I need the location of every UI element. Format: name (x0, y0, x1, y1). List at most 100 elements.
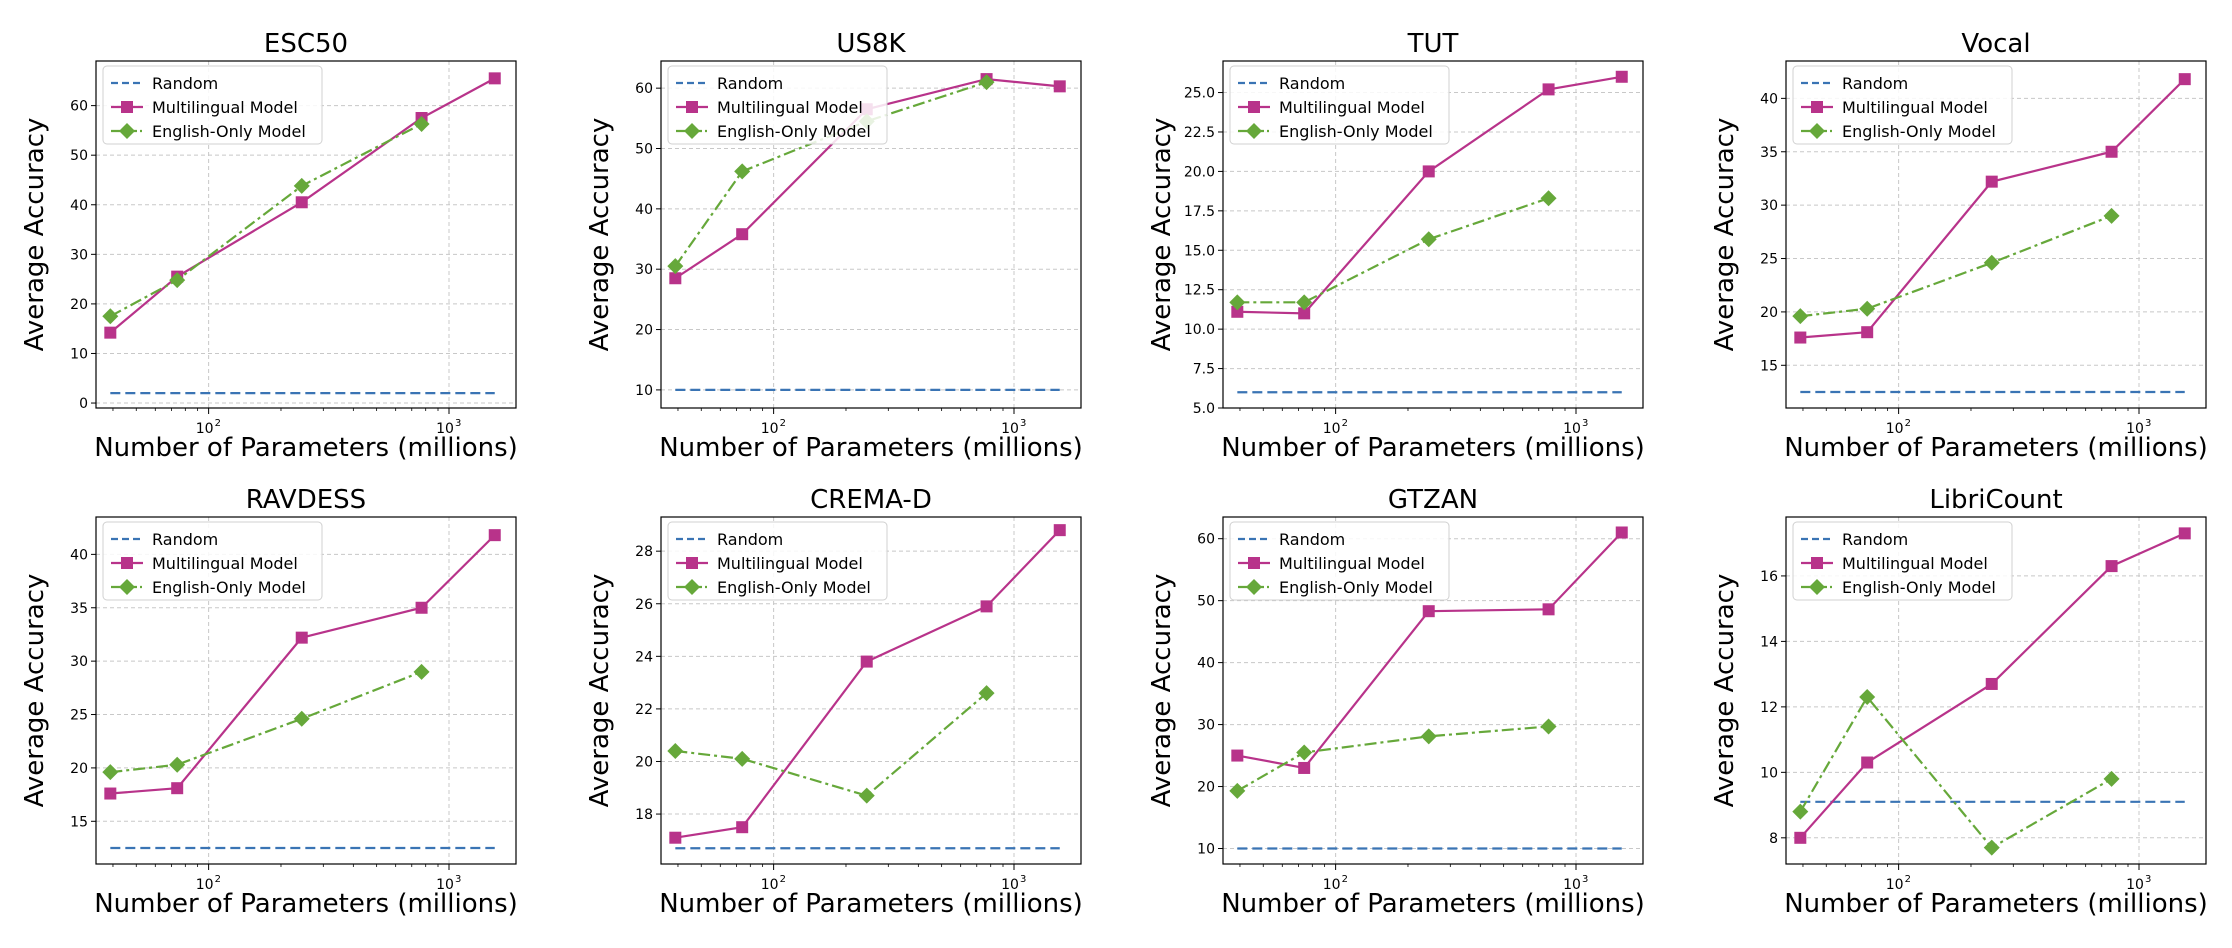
y-tick-label: 40 (70, 198, 88, 214)
legend-entry-label: Multilingual Model (152, 554, 298, 573)
x-tick-label: 10 (196, 877, 214, 893)
y-tick-label: 15.0 (1184, 243, 1215, 259)
y-tick-label: 20 (1197, 780, 1215, 796)
y-tick-label: 5.0 (1193, 401, 1215, 417)
y-tick-label: 16 (1760, 569, 1778, 585)
y-tick-label: 50 (635, 142, 653, 158)
y-tick-label: 20 (70, 297, 88, 313)
data-point-square (1231, 305, 1244, 318)
legend-entry-label: English-Only Model (152, 122, 306, 141)
data-point-diamond (1859, 689, 1876, 706)
y-tick-label: 10 (70, 346, 88, 362)
y-tick-label: 35 (70, 601, 88, 617)
data-point-diamond (293, 710, 310, 727)
legend-entry-label: English-Only Model (717, 122, 871, 141)
data-point-square (736, 821, 749, 834)
data-point-diamond (1540, 718, 1557, 735)
data-point-square (1861, 756, 1874, 769)
series-multilingual-model (1231, 70, 1628, 320)
legend: Random Multilingual Model English-Only Mod… (667, 65, 888, 145)
x-axis-label: Number of Parameters (millions) (1784, 889, 2208, 919)
series-line (1799, 695, 2113, 850)
y-tick-label: 20 (1760, 305, 1778, 321)
data-point-diamond (1420, 231, 1437, 248)
y-axis-label: Average Accuracy (1710, 574, 1740, 808)
legend-entry-label: Multilingual Model (1279, 554, 1425, 573)
legend-entry-label: Multilingual Model (1842, 554, 1988, 573)
y-tick-label: 24 (635, 649, 653, 665)
y-tick-label: 60 (1197, 532, 1215, 548)
x-tick-label: 10 (1563, 877, 1581, 893)
data-point-diamond (1296, 744, 1313, 761)
y-tick-label: 8 (1769, 831, 1778, 847)
axes-frame (660, 60, 1082, 409)
legend-marker-square (121, 101, 133, 113)
y-tick-label: 20 (70, 761, 88, 777)
series-line (110, 670, 422, 774)
data-point-square (1861, 326, 1874, 339)
series-multilingual-model (1794, 527, 2191, 844)
legend-entry-label: Random (152, 74, 218, 93)
x-tick-label: 10 (1323, 421, 1341, 437)
series-line (675, 692, 988, 797)
x-tick-exponent: 3 (455, 418, 461, 429)
y-tick-label: 28 (635, 544, 653, 560)
y-tick-label: 60 (70, 99, 88, 115)
x-tick-label: 10 (2126, 877, 2144, 893)
subplot-title: LibriCount (1929, 485, 2062, 515)
data-point-diamond (734, 163, 751, 180)
legend: Random Multilingual Model English-Only Mod… (1792, 521, 2013, 601)
series-multilingual-model (104, 529, 501, 800)
y-tick-label: 15 (1760, 358, 1778, 374)
data-point-square (669, 272, 682, 285)
legend-entry-label: English-Only Model (1842, 122, 1996, 141)
subplot-title: TUT (1407, 29, 1459, 59)
legend-entry-label: Random (1842, 74, 1908, 93)
data-point-diamond (102, 764, 119, 781)
y-tick-label: 0 (79, 396, 88, 412)
x-tick-label: 10 (1001, 877, 1019, 893)
x-tick-exponent: 2 (215, 418, 221, 429)
y-tick-label: 17.5 (1184, 204, 1215, 220)
data-point-diamond (293, 177, 310, 194)
x-axis-label: Number of Parameters (millions) (659, 889, 1083, 919)
x-tick-label: 10 (761, 421, 779, 437)
y-tick-label: 20 (635, 754, 653, 770)
data-point-square (2105, 560, 2118, 573)
data-point-square (860, 655, 873, 668)
data-point-diamond (1792, 308, 1809, 325)
series-line (109, 122, 423, 318)
series-english-only-model (1229, 718, 1557, 799)
subplot-3: 5.07.510.012.515.017.520.022.525.010 2 10 3… (1147, 29, 1645, 463)
legend-entry-label: English-Only Model (1279, 578, 1433, 597)
x-tick-exponent: 3 (1020, 874, 1026, 885)
legend-entry-label: Multilingual Model (717, 554, 863, 573)
x-tick-label: 10 (1001, 421, 1019, 437)
data-point-diamond (978, 74, 995, 91)
subplot-title: GTZAN (1388, 485, 1478, 515)
data-point-square (980, 600, 993, 613)
legend: Random Multilingual Model English-Only Mod… (102, 65, 323, 145)
legend-marker-diamond (684, 579, 700, 595)
y-tick-label: 18 (635, 807, 653, 823)
y-tick-label: 60 (635, 81, 653, 97)
x-axis-label: Number of Parameters (millions) (1221, 433, 1645, 463)
data-point-diamond (734, 750, 751, 767)
data-point-diamond (858, 787, 875, 804)
y-tick-label: 20 (635, 323, 653, 339)
legend-marker-diamond (1809, 579, 1825, 595)
data-point-square (1542, 603, 1555, 616)
data-point-square (295, 196, 308, 209)
y-tick-label: 30 (70, 654, 88, 670)
legend-marker-diamond (1246, 123, 1262, 139)
legend-marker-square (1248, 557, 1260, 569)
legend: Random Multilingual Model English-Only Mod… (1792, 65, 2013, 145)
data-point-square (1542, 83, 1555, 96)
data-point-square (669, 831, 682, 844)
x-tick-exponent: 2 (780, 418, 786, 429)
legend-box (1229, 65, 1450, 145)
axes-frame (1785, 60, 2207, 409)
x-tick-exponent: 2 (1905, 874, 1911, 885)
